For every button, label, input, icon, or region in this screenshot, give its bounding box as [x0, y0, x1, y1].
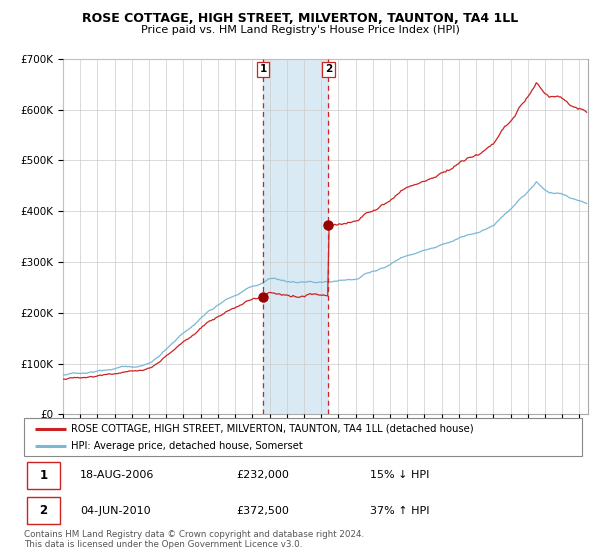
Text: 2: 2 [325, 64, 332, 74]
FancyBboxPatch shape [27, 462, 60, 489]
Text: 04-JUN-2010: 04-JUN-2010 [80, 506, 151, 516]
Text: 37% ↑ HPI: 37% ↑ HPI [370, 506, 430, 516]
Text: ROSE COTTAGE, HIGH STREET, MILVERTON, TAUNTON, TA4 1LL (detached house): ROSE COTTAGE, HIGH STREET, MILVERTON, TA… [71, 423, 474, 433]
Text: 1: 1 [260, 64, 267, 74]
FancyBboxPatch shape [24, 418, 582, 456]
Text: £372,500: £372,500 [236, 506, 289, 516]
Text: Contains HM Land Registry data © Crown copyright and database right 2024.
This d: Contains HM Land Registry data © Crown c… [24, 530, 364, 549]
Text: Price paid vs. HM Land Registry's House Price Index (HPI): Price paid vs. HM Land Registry's House … [140, 25, 460, 35]
Text: HPI: Average price, detached house, Somerset: HPI: Average price, detached house, Some… [71, 441, 303, 451]
Bar [263, 59, 328, 414]
Text: 1: 1 [40, 469, 47, 482]
Text: ROSE COTTAGE, HIGH STREET, MILVERTON, TAUNTON, TA4 1LL: ROSE COTTAGE, HIGH STREET, MILVERTON, TA… [82, 12, 518, 25]
Text: £232,000: £232,000 [236, 470, 289, 480]
Text: 18-AUG-2006: 18-AUG-2006 [80, 470, 154, 480]
Text: 2: 2 [40, 504, 47, 517]
FancyBboxPatch shape [27, 497, 60, 524]
Text: 15% ↓ HPI: 15% ↓ HPI [370, 470, 430, 480]
